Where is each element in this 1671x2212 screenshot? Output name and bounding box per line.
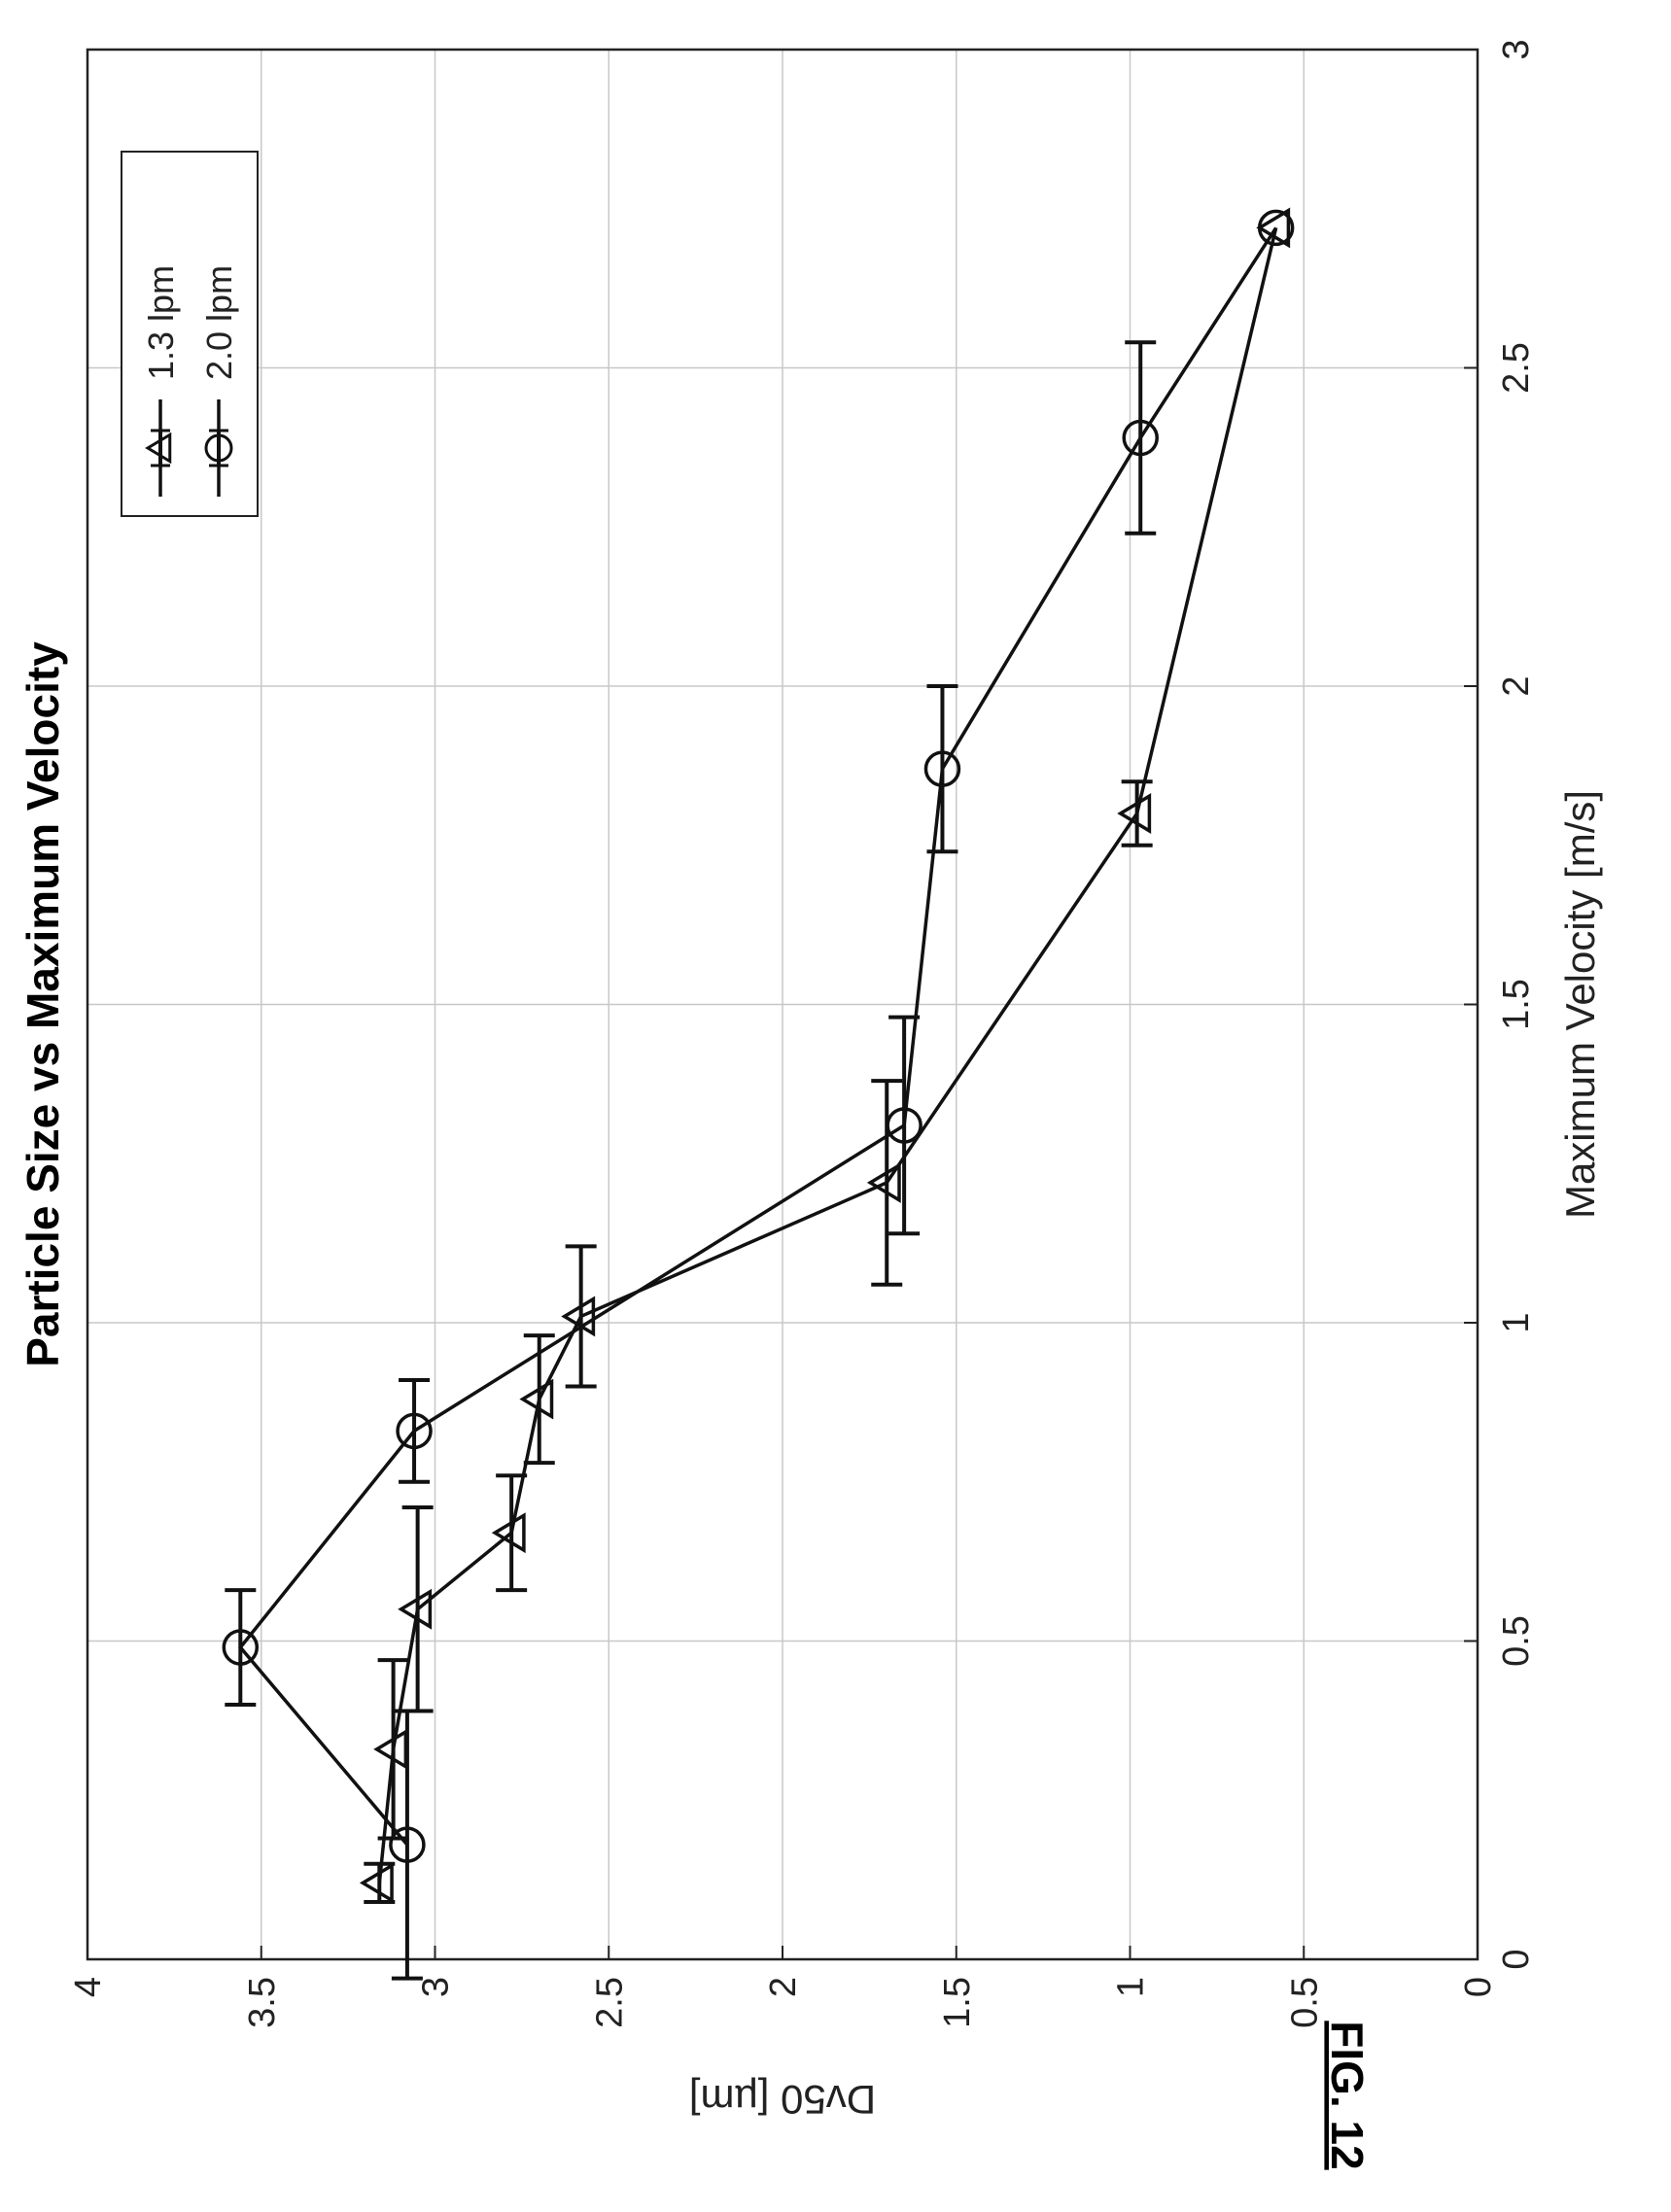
- data-point-triangle: [1256, 207, 1291, 249]
- y-tick-label: 1: [1111, 1977, 1152, 1997]
- data-point-circle: [1257, 209, 1295, 247]
- data-point-triangle: [398, 1588, 433, 1630]
- grid: [86, 48, 1480, 1961]
- chart-title: Particle Size vs Maximum Velocity: [17, 641, 68, 1367]
- series-1: [222, 209, 1295, 1981]
- x-tick-label: 1: [1496, 1312, 1537, 1332]
- legend-label: 2.0 lpm: [199, 265, 239, 380]
- data-point-circle: [1122, 419, 1159, 457]
- x-tick-label: 0.5: [1496, 1615, 1537, 1667]
- data-point-triangle: [1117, 793, 1152, 834]
- legend-label: 1.3 lpm: [141, 265, 181, 380]
- x-axis-label: Maximum Velocity [m/s]: [1557, 790, 1603, 1219]
- series-layer: [222, 207, 1295, 1981]
- legend-box: [121, 151, 259, 517]
- y-tick-label: 4: [68, 1977, 109, 1997]
- figure-label: FIG. 12: [1322, 2021, 1373, 2169]
- y-tick-label: 3: [416, 1977, 457, 1997]
- y-tick-label: 0: [1458, 1977, 1499, 1997]
- data-point-circle: [886, 1107, 923, 1144]
- x-tick-label: 3: [1496, 39, 1537, 59]
- y-tick-label: 0.5: [1284, 1977, 1325, 2028]
- y-tick-label: 1.5: [937, 1977, 978, 2028]
- data-point-triangle: [866, 1161, 901, 1203]
- legend-item-0: 1.3 lpm: [141, 265, 181, 497]
- ticks: 0 0.5 1 1.5 2 2.5 3 0 0.5 1 1.5 2 2.5 3 3.5 4: [68, 39, 1537, 2027]
- y-axis-label: Dv50 [µm]: [689, 2077, 876, 2123]
- series-0: [359, 207, 1291, 1905]
- data-point-circle: [923, 750, 961, 787]
- y-tick-label: 2.5: [589, 1977, 630, 2028]
- legend: 1.3 lpm 2.0 lpm: [121, 151, 259, 517]
- data-point-triangle: [519, 1378, 554, 1420]
- y-tick-label: 3.5: [242, 1977, 283, 2028]
- data-point-circle: [389, 1826, 426, 1863]
- legend-item-1: 2.0 lpm: [199, 265, 239, 497]
- series-line: [238, 226, 1278, 1847]
- legend-marker-triangle: [145, 432, 172, 465]
- data-point-triangle: [491, 1512, 526, 1554]
- data-point-triangle: [359, 1862, 394, 1904]
- legend-marker-circle: [204, 433, 233, 463]
- x-tick-label: 2: [1496, 675, 1537, 696]
- data-point-circle: [222, 1629, 260, 1666]
- x-tick-label: 2.5: [1496, 342, 1537, 394]
- y-tick-label: 2: [763, 1977, 804, 1997]
- data-point-triangle: [561, 1296, 596, 1337]
- x-tick-label: 1.5: [1496, 979, 1537, 1030]
- x-tick-label: 0: [1496, 1949, 1537, 1969]
- data-point-circle: [396, 1412, 433, 1450]
